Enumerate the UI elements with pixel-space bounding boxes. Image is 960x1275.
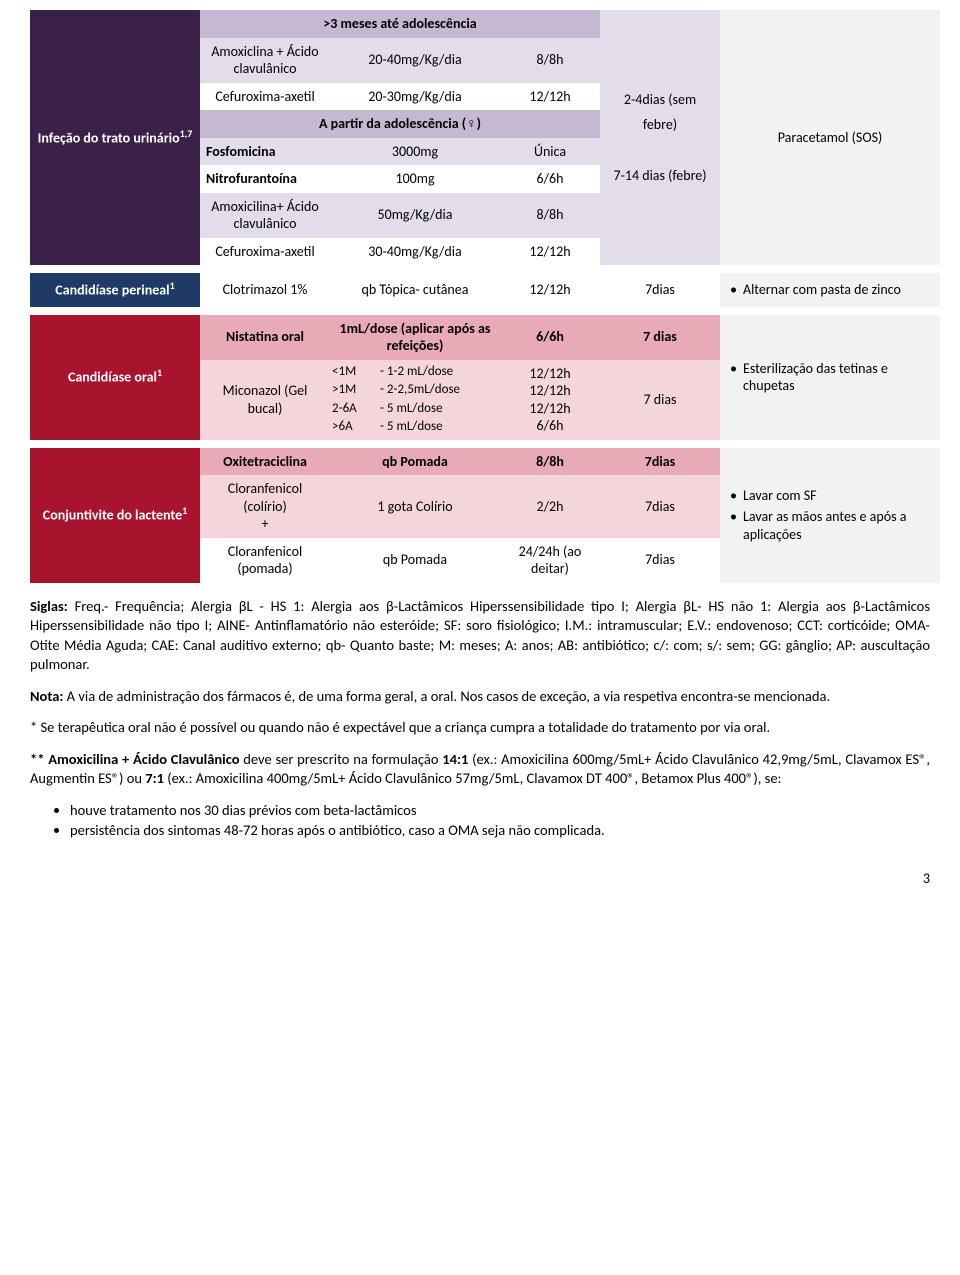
sec3-r1-dur: 7 dias xyxy=(600,315,720,360)
sec3-r2-freq: 12/12h 12/12h 12/12h 6/6h xyxy=(500,360,600,440)
footnote-li-2: persistência dos sintomas 48-72 horas ap… xyxy=(70,821,930,841)
sec3-table: Candidíase oral1 Nistatina oral 1mL/dose… xyxy=(30,315,930,440)
sec1-r2-dose: 20-30mg/Kg/dia xyxy=(330,83,500,111)
sec4-r3-dur: 7dias xyxy=(600,538,720,583)
sec1-r3-drug: Fosfomicina xyxy=(200,138,330,166)
sec3-notes: Esterilização das tetinas e chupetas xyxy=(720,315,940,440)
sec4-r2-drug: Cloranfenicol (colírio) + xyxy=(200,475,330,538)
sec2-r1-dur: 7dias xyxy=(600,273,720,307)
sec1-notes: Paracetamol (SOS) xyxy=(720,10,940,265)
sec2-table: Candidíase perineal1 Clotrimazol 1% qb T… xyxy=(30,273,930,307)
sec1-r3-freq: Única xyxy=(500,138,600,166)
sec1-r1-drug: Amoxiclina + Ácido clavulânico xyxy=(200,38,330,83)
sec2-r1-freq: 12/12h xyxy=(500,273,600,307)
sec1-r2-drug: Cefuroxima-axetil xyxy=(200,83,330,111)
sec1-r5-drug: Amoxicilina+ Ácido clavulânico xyxy=(200,193,330,238)
sec1-sub-a: >3 meses até adolescência xyxy=(200,10,600,38)
sec1-r4-drug: Nitrofurantoína xyxy=(200,165,330,193)
sec1-r6-freq: 12/12h xyxy=(500,238,600,266)
sec3-r1-dose: 1mL/dose (aplicar após as refeições) xyxy=(330,315,500,360)
sec4-r1-drug: Oxitetraciclina xyxy=(200,448,330,476)
sec4-table: Conjuntivite do lactente1 Oxitetraciclin… xyxy=(30,448,930,583)
sec1-r1-freq: 8/8h xyxy=(500,38,600,83)
sec1-title: Infeção do trato urinário1,7 xyxy=(30,10,200,265)
sec4-r2-dose: 1 gota Colírio xyxy=(330,475,500,538)
sec3-r2-dose: <1M- 1-2 mL/dose >1M- 2-2,5mL/dose 2-6A-… xyxy=(330,360,500,440)
sec2-r1-dose: qb Tópica- cutânea xyxy=(330,273,500,307)
sec1-duration: 2-4dias (sem febre)7-14 dias (febre) xyxy=(600,10,720,265)
sec4-r3-freq: 24/24h (ao deitar) xyxy=(500,538,600,583)
sec3-r1-freq: 6/6h xyxy=(500,315,600,360)
sec1-sub-b: A partir da adolescência (♀) xyxy=(200,110,600,138)
sec1-r2-freq: 12/12h xyxy=(500,83,600,111)
sec3-r2-drug: Miconazol (Gel bucal) xyxy=(200,360,330,440)
sec1-r3-dose: 3000mg xyxy=(330,138,500,166)
page-number: 3 xyxy=(30,870,930,887)
sec1-r1-dose: 20-40mg/Kg/dia xyxy=(330,38,500,83)
sec2-notes: Alternar com pasta de zinco xyxy=(720,273,940,307)
sec4-r1-dur: 7dias xyxy=(600,448,720,476)
sec4-r1-freq: 8/8h xyxy=(500,448,600,476)
sec2-r1-drug: Clotrimazol 1% xyxy=(200,273,330,307)
sec3-title: Candidíase oral1 xyxy=(30,315,200,440)
sec4-r3-drug: Cloranfenicol (pomada) xyxy=(200,538,330,583)
sec4-r1-dose: qb Pomada xyxy=(330,448,500,476)
sec1-r6-drug: Cefuroxima-axetil xyxy=(200,238,330,266)
sec4-title: Conjuntivite do lactente1 xyxy=(30,448,200,583)
sec4-r3-dose: qb Pomada xyxy=(330,538,500,583)
footnote-li-1: houve tratamento nos 30 dias prévios com… xyxy=(70,801,930,821)
sec1-r4-freq: 6/6h xyxy=(500,165,600,193)
sec3-r1-drug: Nistatina oral xyxy=(200,315,330,360)
sec1-r5-dose: 50mg/Kg/dia xyxy=(330,193,500,238)
sec4-r2-dur: 7dias xyxy=(600,475,720,538)
sec1-r6-dose: 30-40mg/Kg/dia xyxy=(330,238,500,266)
sec4-r2-freq: 2/2h xyxy=(500,475,600,538)
footnotes: Siglas: Freq.- Frequência; Alergia βL - … xyxy=(30,597,930,841)
medication-table: Infeção do trato urinário1,7 >3 meses at… xyxy=(30,10,930,265)
sec1-r5-freq: 8/8h xyxy=(500,193,600,238)
sec2-title: Candidíase perineal1 xyxy=(30,273,200,307)
sec1-r4-dose: 100mg xyxy=(330,165,500,193)
sec4-notes: Lavar com SF Lavar as mãos antes e após … xyxy=(720,448,940,583)
sec3-r2-dur: 7 dias xyxy=(600,360,720,440)
